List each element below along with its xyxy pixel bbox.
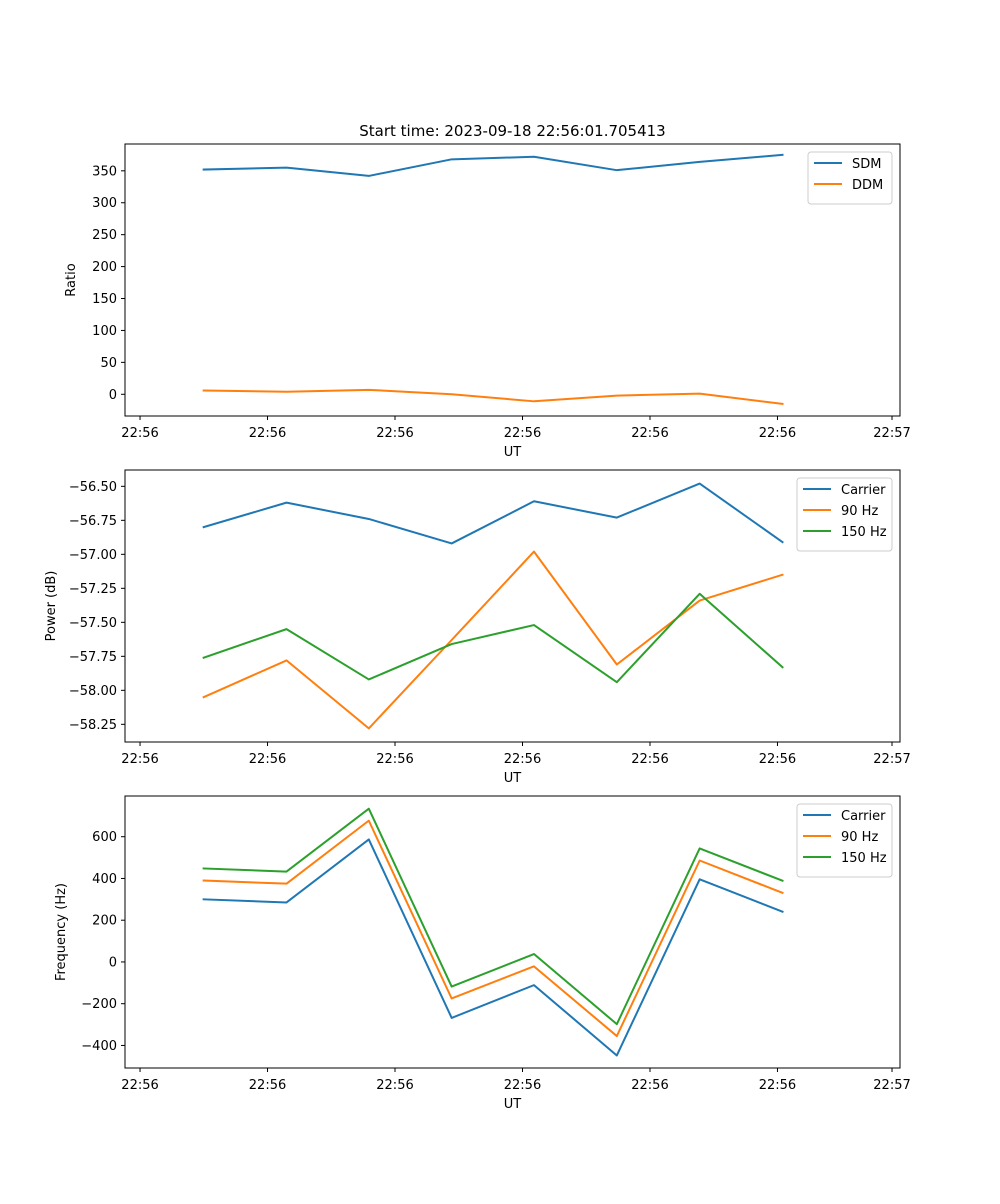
chart-panel-3: 22:56 22:56 22:56 22:56 22:56 22:56 22:57 −400 −… bbox=[54, 795, 911, 1112]
legend: Carrier 90 Hz 150 Hz bbox=[796, 477, 893, 552]
y-tick-label: 300 bbox=[92, 196, 117, 211]
axes-frame bbox=[124, 795, 901, 1069]
x-tick-label: 22:56 bbox=[249, 426, 286, 441]
x-tick-label: 22:56 bbox=[759, 426, 796, 441]
series-line-sdm bbox=[202, 153, 784, 177]
series-line-150-hz bbox=[202, 807, 784, 1026]
series-line-ddm bbox=[202, 388, 784, 405]
y-tick-label: 350 bbox=[92, 164, 117, 179]
y-tick-label: 200 bbox=[92, 914, 117, 929]
y-tick-label: 50 bbox=[100, 356, 117, 371]
y-tick-label: 0 bbox=[109, 388, 117, 403]
x-tick-label: 22:56 bbox=[249, 1078, 286, 1093]
x-tick-label: 22:56 bbox=[759, 1078, 796, 1093]
legend-box bbox=[796, 477, 893, 552]
y-tick-label: 0 bbox=[109, 955, 117, 970]
y-axis-label: Frequency (Hz) bbox=[54, 883, 69, 981]
y-tick-label: −56.75 bbox=[69, 514, 117, 529]
y-tick-label: 100 bbox=[92, 324, 117, 339]
x-tick-label: 22:56 bbox=[376, 752, 413, 767]
chart-panel-1: 22:56 22:56 22:56 22:56 22:56 22:56 22:57 0 50 10… bbox=[64, 143, 911, 460]
y-tick-label: −57.00 bbox=[69, 548, 117, 563]
x-tick-label: 22:56 bbox=[504, 426, 541, 441]
figure-title: Start time: 2023-09-18 22:56:01.705413 bbox=[359, 122, 665, 140]
x-tick-label: 22:56 bbox=[121, 1078, 158, 1093]
x-tick-label: 22:57 bbox=[873, 1078, 910, 1093]
x-tick-label: 22:56 bbox=[121, 752, 158, 767]
x-tick-label: 22:56 bbox=[759, 752, 796, 767]
x-tick-label: 22:56 bbox=[376, 426, 413, 441]
x-tick-label: 22:56 bbox=[504, 752, 541, 767]
legend-label: Carrier bbox=[841, 483, 886, 498]
x-axis-label: UT bbox=[504, 445, 522, 460]
y-tick-label: 600 bbox=[92, 830, 117, 845]
x-tick-label: 22:56 bbox=[504, 1078, 541, 1093]
chart-panel-2: 22:56 22:56 22:56 22:56 22:56 22:56 22:57 −58.2… bbox=[44, 469, 911, 786]
x-tick-label: 22:56 bbox=[121, 426, 158, 441]
legend-label: 150 Hz bbox=[841, 525, 887, 540]
y-tick-label: 200 bbox=[92, 260, 117, 275]
legend-label: 90 Hz bbox=[841, 830, 878, 845]
series-line-carrier bbox=[202, 482, 784, 545]
y-tick-label: 150 bbox=[92, 292, 117, 307]
axes-frame bbox=[124, 469, 901, 743]
x-tick-label: 22:56 bbox=[631, 752, 668, 767]
legend-label: 90 Hz bbox=[841, 504, 878, 519]
legend-label: Carrier bbox=[841, 809, 886, 824]
y-tick-label: −57.50 bbox=[69, 616, 117, 631]
axes-frame bbox=[124, 143, 901, 417]
y-tick-label: −56.50 bbox=[69, 480, 117, 495]
y-tick-label: −200 bbox=[81, 997, 117, 1012]
y-tick-label: −58.25 bbox=[69, 718, 117, 733]
y-tick-label: −57.75 bbox=[69, 650, 117, 665]
series-line-carrier bbox=[202, 838, 784, 1057]
x-tick-label: 22:56 bbox=[249, 752, 286, 767]
y-tick-label: −57.25 bbox=[69, 582, 117, 597]
series-line-90-hz bbox=[202, 550, 784, 730]
y-axis-label: Power (dB) bbox=[44, 571, 59, 642]
legend-box bbox=[796, 803, 893, 878]
series-line-150-hz bbox=[202, 592, 784, 684]
legend: SDM DDM bbox=[807, 151, 893, 205]
x-tick-label: 22:57 bbox=[873, 426, 910, 441]
legend-label: SDM bbox=[852, 157, 881, 172]
legend-label: 150 Hz bbox=[841, 851, 887, 866]
x-tick-label: 22:56 bbox=[376, 1078, 413, 1093]
x-tick-label: 22:57 bbox=[873, 752, 910, 767]
legend-label: DDM bbox=[852, 178, 883, 193]
x-axis-label: UT bbox=[504, 1097, 522, 1112]
legend-box bbox=[807, 151, 893, 205]
x-tick-label: 22:56 bbox=[631, 1078, 668, 1093]
y-tick-label: 250 bbox=[92, 228, 117, 243]
legend: Carrier 90 Hz 150 Hz bbox=[796, 803, 893, 878]
y-tick-label: 400 bbox=[92, 872, 117, 887]
series-line-90-hz bbox=[202, 819, 784, 1038]
y-tick-label: −400 bbox=[81, 1039, 117, 1054]
x-tick-label: 22:56 bbox=[631, 426, 668, 441]
x-axis-label: UT bbox=[504, 771, 522, 786]
y-axis-label: Ratio bbox=[64, 263, 79, 296]
y-tick-label: −58.00 bbox=[69, 684, 117, 699]
